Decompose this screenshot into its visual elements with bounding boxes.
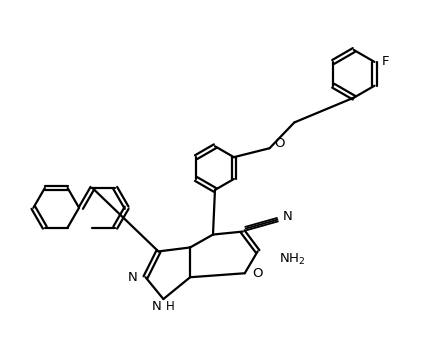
- Text: O: O: [275, 137, 285, 150]
- Text: F: F: [382, 55, 389, 69]
- Text: N: N: [151, 300, 162, 312]
- Text: NH$_2$: NH$_2$: [280, 252, 306, 267]
- Text: O: O: [253, 267, 263, 280]
- Text: N: N: [128, 271, 137, 284]
- Text: H: H: [166, 300, 175, 312]
- Text: N: N: [283, 210, 292, 223]
